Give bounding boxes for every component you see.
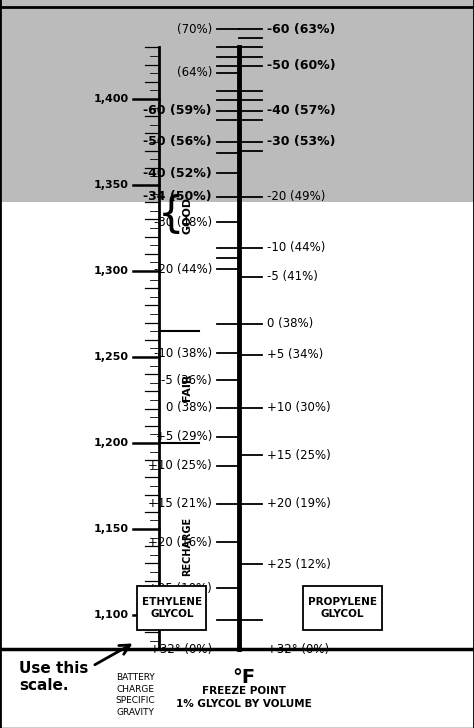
Text: -60 (63%): -60 (63%) (267, 23, 335, 36)
Text: +25 (10%): +25 (10%) (148, 582, 212, 595)
Text: +20 (19%): +20 (19%) (267, 497, 331, 510)
Text: 1,200: 1,200 (94, 438, 129, 448)
Text: 1,150: 1,150 (94, 524, 129, 534)
Text: +25 (12%): +25 (12%) (267, 558, 331, 571)
Text: -20 (44%): -20 (44%) (154, 263, 212, 276)
Text: -34 (50%): -34 (50%) (143, 190, 212, 203)
Text: -10 (44%): -10 (44%) (267, 241, 325, 254)
Text: ETHYLENE
GLYCOL: ETHYLENE GLYCOL (142, 597, 202, 619)
Text: (70%): (70%) (177, 23, 212, 36)
Text: 1,100: 1,100 (94, 610, 129, 620)
Text: +32° (0%): +32° (0%) (267, 643, 329, 656)
Text: RECHARGE: RECHARGE (182, 517, 192, 576)
Text: -50 (60%): -50 (60%) (267, 59, 336, 72)
Text: {: { (157, 194, 184, 236)
Text: (64%): (64%) (176, 66, 212, 79)
Text: 1,350: 1,350 (94, 180, 129, 190)
Text: 0 (38%): 0 (38%) (165, 401, 212, 414)
Text: -10 (38%): -10 (38%) (154, 347, 212, 360)
Text: -30 (53%): -30 (53%) (267, 135, 336, 149)
Text: +15 (25%): +15 (25%) (267, 448, 330, 462)
Text: -50 (56%): -50 (56%) (143, 135, 212, 149)
Text: +32° (0%): +32° (0%) (150, 643, 212, 656)
Text: PROPYLENE
GLYCOL: PROPYLENE GLYCOL (308, 597, 377, 619)
Bar (303, 586, 382, 630)
Text: Use this
scale.: Use this scale. (19, 661, 88, 694)
Text: -20 (49%): -20 (49%) (267, 190, 325, 203)
Text: FAIR: FAIR (182, 373, 192, 400)
Text: +5 (29%): +5 (29%) (155, 430, 212, 443)
Text: 1,250: 1,250 (94, 352, 129, 362)
Text: +10 (30%): +10 (30%) (267, 401, 330, 414)
Text: +20 (16%): +20 (16%) (148, 536, 212, 549)
Text: FREEZE POINT
1% GLYCOL BY VOLUME: FREEZE POINT 1% GLYCOL BY VOLUME (176, 686, 312, 709)
Text: -60 (59%): -60 (59%) (143, 104, 212, 117)
Bar (137, 586, 206, 630)
Text: -5 (36%): -5 (36%) (161, 373, 212, 387)
Text: -30 (48%): -30 (48%) (154, 215, 212, 229)
Text: 1,400: 1,400 (94, 94, 129, 104)
Text: -40 (57%): -40 (57%) (267, 104, 336, 117)
Bar (0, 0, 474, 202)
Text: +5 (34%): +5 (34%) (267, 348, 323, 361)
Text: +15 (21%): +15 (21%) (148, 497, 212, 510)
Text: °F: °F (233, 668, 255, 687)
Text: 1,300: 1,300 (94, 266, 129, 276)
Text: BATTERY
CHARGE
SPECIFIC
GRAVITY: BATTERY CHARGE SPECIFIC GRAVITY (115, 673, 155, 717)
Text: +10 (25%): +10 (25%) (148, 459, 212, 472)
Text: 0 (38%): 0 (38%) (267, 317, 313, 331)
Text: -5 (41%): -5 (41%) (267, 270, 318, 283)
Text: GOOD: GOOD (182, 197, 192, 234)
Text: -40 (52%): -40 (52%) (143, 167, 212, 180)
